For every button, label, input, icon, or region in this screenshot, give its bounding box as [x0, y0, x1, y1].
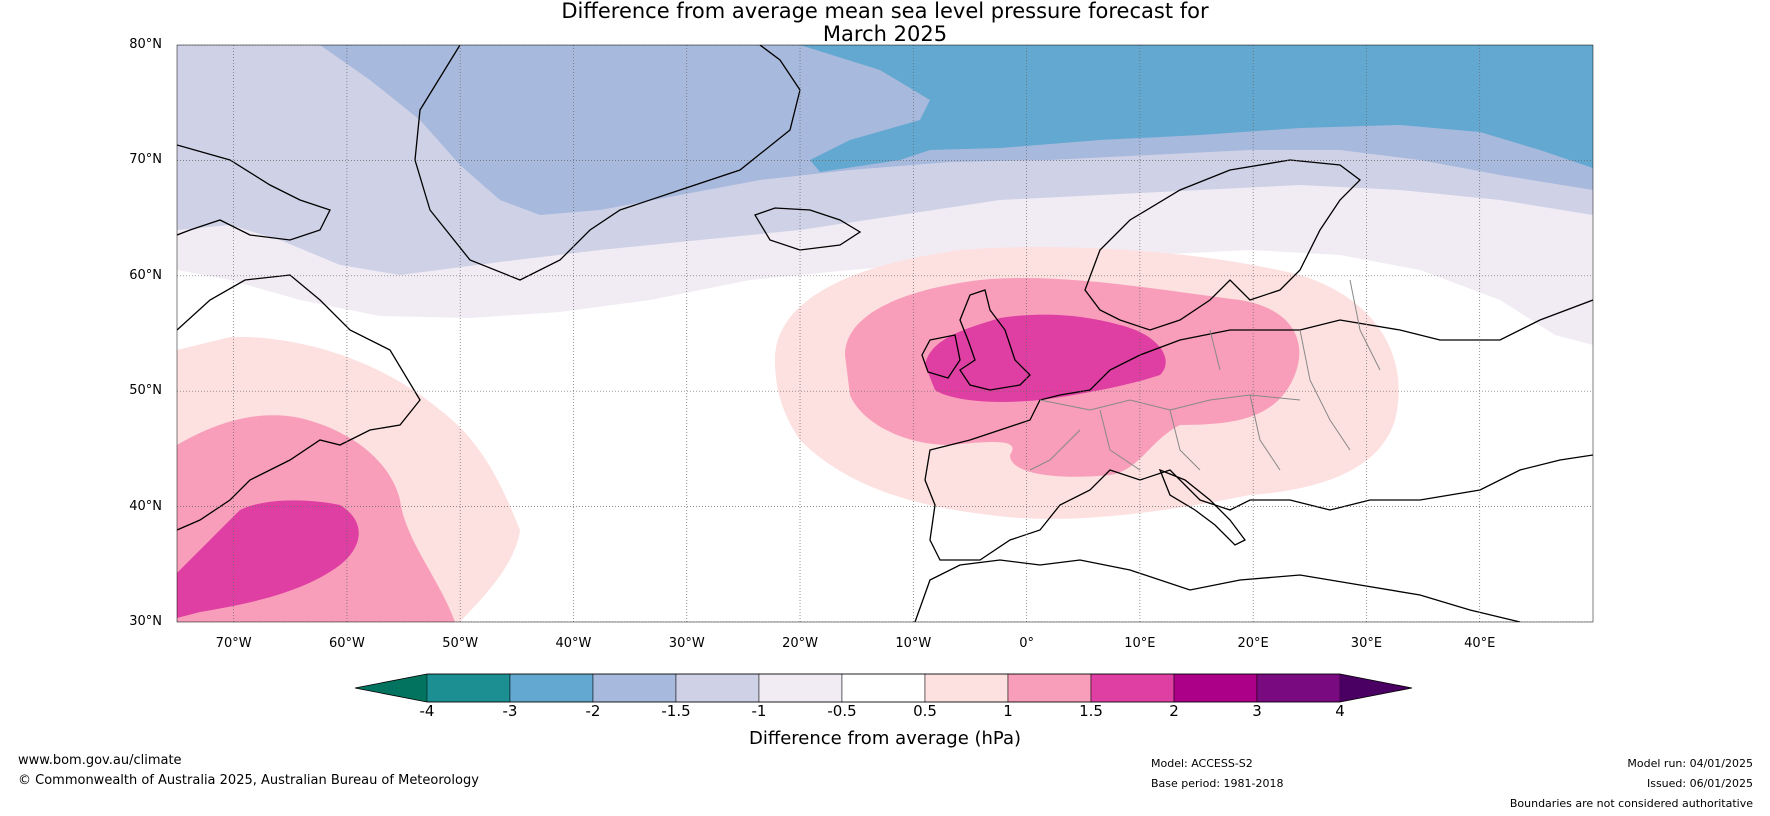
colorbar-tick-label: 1.5 — [1079, 702, 1103, 720]
lon-tick-label: 40°E — [1464, 636, 1496, 651]
website-link[interactable]: www.bom.gov.au/climate — [18, 753, 182, 768]
coastline-greenland — [414, 45, 801, 281]
lon-tick-label: 0° — [1019, 636, 1034, 651]
colorbar-tick-label: 1 — [1003, 702, 1013, 720]
colorbar-over-extend — [1340, 674, 1412, 702]
colorbar-tick-label: -3 — [502, 702, 518, 720]
lon-tick-label: 40°W — [555, 636, 592, 651]
disclaimer-text: Boundaries are not considered authoritat… — [1509, 797, 1753, 810]
coastline-italy — [1158, 468, 1246, 546]
colorbar-tick-label: 3 — [1252, 702, 1262, 720]
border-lines — [1029, 279, 1381, 471]
colorbar-under-extend — [355, 674, 427, 702]
lon-tick-label: 10°E — [1124, 636, 1156, 651]
colorbar-segment — [675, 673, 760, 703]
coastlines — [177, 45, 1593, 622]
coastline-north-africa — [914, 559, 1521, 622]
colorbar-segment — [509, 673, 594, 703]
colorbar-tick-label: -2 — [585, 702, 601, 720]
colorbar-outline — [354, 673, 1413, 703]
lat-tick-label: 40°N — [129, 498, 162, 514]
contour-pos-1.5-west — [177, 500, 359, 618]
colorbar-tick-label: 2 — [1169, 702, 1179, 720]
model-run-text: Model run: 04/01/2025 — [1627, 757, 1753, 770]
colorbar-segment — [426, 673, 511, 703]
colorbar-segment — [924, 673, 1009, 703]
colorbar — [354, 673, 1413, 703]
colorbar-segment — [841, 673, 926, 703]
lat-tick-label: 30°N — [129, 614, 162, 629]
coastline-great-britain — [959, 289, 1031, 391]
colorbar-tick-label: -0.5 — [827, 702, 857, 720]
coastline-ireland — [921, 334, 961, 379]
lon-tick-label: 70°W — [215, 636, 252, 651]
lon-tick-label: 10°W — [895, 636, 932, 651]
country-borders — [1029, 279, 1381, 471]
lat-tick-label: 70°N — [129, 152, 162, 168]
copyright-text: © Commonwealth of Australia 2025, Austra… — [18, 773, 479, 788]
coastline-labrador — [177, 274, 421, 531]
map-canvas — [177, 45, 1593, 622]
colorbar-segment — [758, 673, 843, 703]
coastline-scandinavia — [1084, 159, 1361, 331]
lon-tick-label: 20°E — [1237, 636, 1269, 651]
colorbar-tick-label: 0.5 — [913, 702, 937, 720]
gridlines — [177, 45, 1593, 622]
colorbar-tick-label: -1.5 — [661, 702, 691, 720]
coastline-baffin — [177, 144, 331, 241]
issued-text: Issued: 06/01/2025 — [1646, 777, 1753, 790]
map-frame — [176, 44, 1594, 623]
colorbar-segment — [1173, 673, 1258, 703]
colorbar-segment — [1090, 673, 1175, 703]
colorbar-tick-label: -4 — [419, 702, 435, 720]
colorbar-title: Difference from average (hPa) — [748, 728, 1022, 749]
lon-tick-label: 60°W — [328, 636, 365, 651]
lon-tick-label: 30°E — [1350, 636, 1383, 651]
lat-tick-label: 50°N — [129, 383, 162, 399]
lon-tick-label: 20°W — [782, 636, 818, 651]
colorbar-segment — [1256, 673, 1341, 703]
colorbar-segment — [1007, 673, 1092, 703]
title-line-1: Difference from average mean sea level p… — [561, 0, 1209, 23]
coastline-iceland — [754, 207, 862, 251]
lat-tick-label: 60°N — [129, 267, 162, 283]
colorbar-tick-label: 4 — [1335, 702, 1345, 720]
title-line-2: March 2025 — [822, 22, 948, 46]
colorbar-segment — [592, 673, 677, 703]
lon-tick-label: 30°W — [668, 636, 705, 651]
contour-neg-2 — [800, 45, 1593, 172]
contour-pos-1.5-europe — [925, 314, 1166, 402]
lon-tick-label: 50°W — [442, 636, 479, 651]
map-title: Difference from average mean sea level p… — [0, 0, 1770, 46]
lat-tick-label: 80°N — [129, 37, 162, 52]
colorbar-tick-label: -1 — [751, 702, 767, 720]
base-period-text: Base period: 1981-2018 — [1151, 777, 1284, 790]
model-text: Model: ACCESS-S2 — [1151, 757, 1253, 770]
